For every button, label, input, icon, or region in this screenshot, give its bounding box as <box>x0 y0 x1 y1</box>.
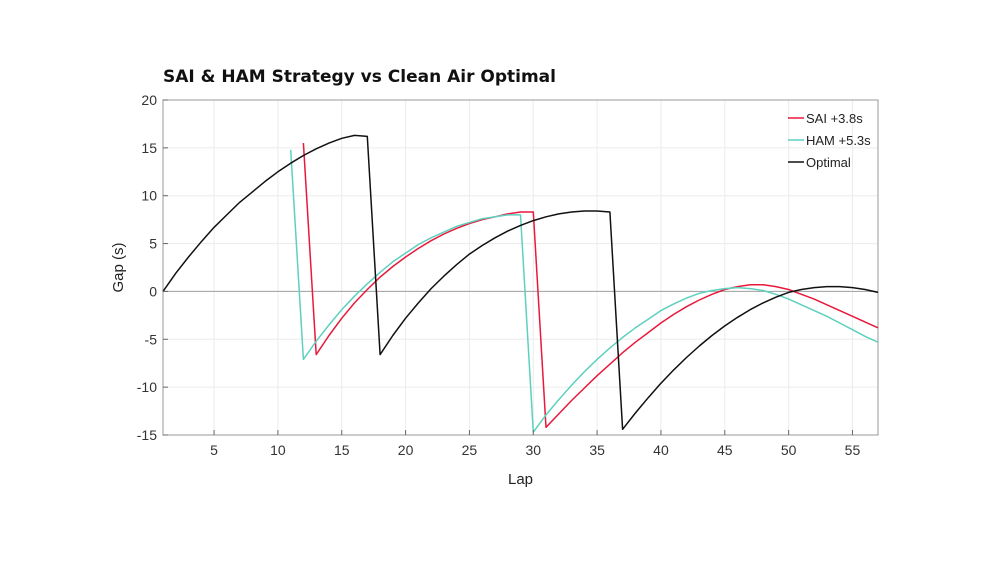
series-line-2 <box>162 134 879 431</box>
x-tick-label: 55 <box>845 442 861 458</box>
x-tick-label: 45 <box>717 442 733 458</box>
y-ticks: -15 -10 -5 0 5 10 15 20 <box>137 92 168 443</box>
x-axis-label: Lap <box>508 471 533 488</box>
y-tick-label: 5 <box>149 236 157 252</box>
y-tick-label: 10 <box>141 188 157 204</box>
x-tick-label: 10 <box>270 442 286 458</box>
legend-label-2: Optimal <box>806 155 851 170</box>
grid <box>163 99 878 436</box>
series-group <box>162 134 879 433</box>
legend-label-0: SAI +3.8s <box>806 111 863 126</box>
x-ticks: 5 10 15 20 25 30 35 40 45 50 55 <box>210 430 860 458</box>
x-tick-label: 20 <box>398 442 414 458</box>
x-tick-label: 25 <box>462 442 478 458</box>
x-tick-label: 15 <box>334 442 350 458</box>
plot-frame <box>162 99 879 436</box>
legend: SAI +3.8s HAM +5.3s Optimal <box>788 111 871 170</box>
y-tick-label: -15 <box>137 427 157 443</box>
x-tick-label: 50 <box>781 442 797 458</box>
y-tick-label: -5 <box>145 331 158 347</box>
y-axis-label: Gap (s) <box>110 242 127 292</box>
x-tick-label: 5 <box>210 442 218 458</box>
y-tick-label: 15 <box>141 140 157 156</box>
legend-label-1: HAM +5.3s <box>806 133 871 148</box>
y-tick-label: 20 <box>141 92 157 108</box>
series-line-0 <box>302 143 879 429</box>
y-tick-label: -10 <box>137 379 157 395</box>
chart-title: SAI & HAM Strategy vs Clean Air Optimal <box>163 67 556 87</box>
x-tick-label: 40 <box>653 442 669 458</box>
x-tick-label: 35 <box>589 442 605 458</box>
y-tick-label: 0 <box>149 283 157 299</box>
x-tick-label: 30 <box>525 442 541 458</box>
